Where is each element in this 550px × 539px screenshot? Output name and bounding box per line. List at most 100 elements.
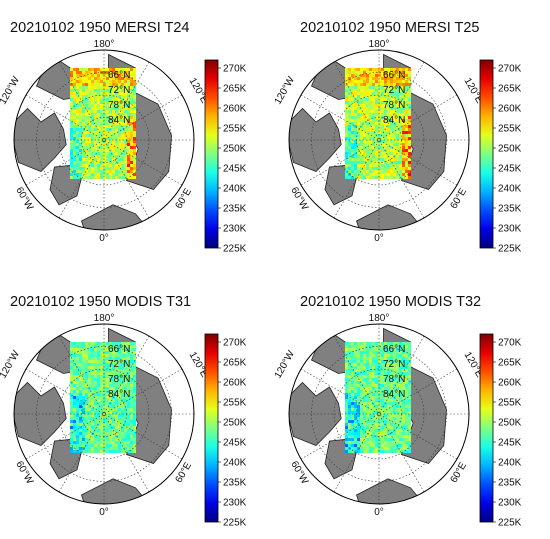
data-pixel bbox=[112, 426, 115, 429]
data-pixel bbox=[399, 158, 402, 161]
data-pixel bbox=[70, 354, 73, 357]
data-pixel bbox=[118, 363, 121, 366]
data-pixel bbox=[369, 146, 372, 149]
data-pixel bbox=[127, 357, 130, 360]
data-pixel bbox=[82, 369, 85, 372]
data-pixel bbox=[73, 176, 76, 179]
data-pixel bbox=[109, 98, 112, 101]
data-pixel bbox=[121, 83, 124, 86]
colorbar-tick-label: 230K bbox=[498, 224, 522, 235]
data-pixel bbox=[378, 438, 381, 441]
data-pixel bbox=[363, 342, 366, 345]
data-pixel bbox=[133, 149, 136, 152]
land-nAmerica bbox=[289, 381, 342, 446]
data-pixel bbox=[345, 423, 348, 426]
data-pixel bbox=[387, 89, 390, 92]
data-pixel bbox=[381, 152, 384, 155]
data-pixel bbox=[372, 369, 375, 372]
data-pixel bbox=[375, 80, 378, 83]
data-pixel bbox=[91, 71, 94, 74]
data-pixel bbox=[112, 447, 115, 450]
data-pixel bbox=[372, 158, 375, 161]
data-pixel bbox=[130, 80, 133, 83]
data-pixel bbox=[393, 354, 396, 357]
data-pixel bbox=[133, 95, 136, 98]
data-pixel bbox=[115, 131, 118, 134]
data-pixel bbox=[360, 345, 363, 348]
data-pixel bbox=[384, 405, 387, 408]
data-pixel bbox=[348, 369, 351, 372]
data-pixel bbox=[94, 131, 97, 134]
data-pixel bbox=[408, 173, 411, 176]
data-pixel bbox=[85, 357, 88, 360]
data-pixel bbox=[345, 146, 348, 149]
data-pixel bbox=[348, 92, 351, 95]
data-pixel bbox=[408, 167, 411, 170]
data-pixel bbox=[112, 89, 115, 92]
data-pixel bbox=[88, 396, 91, 399]
data-pixel bbox=[73, 369, 76, 372]
data-pixel bbox=[390, 161, 393, 164]
data-pixel bbox=[405, 351, 408, 354]
data-pixel bbox=[387, 360, 390, 363]
data-pixel bbox=[91, 152, 94, 155]
data-pixel bbox=[357, 444, 360, 447]
data-pixel bbox=[390, 435, 393, 438]
data-pixel bbox=[351, 80, 354, 83]
data-pixel bbox=[348, 342, 351, 345]
data-pixel bbox=[369, 357, 372, 360]
data-pixel bbox=[112, 152, 115, 155]
data-pixel bbox=[372, 83, 375, 86]
data-pixel bbox=[106, 113, 109, 116]
data-pixel bbox=[133, 381, 136, 384]
data-pixel bbox=[402, 354, 405, 357]
data-pixel bbox=[88, 134, 91, 137]
data-pixel bbox=[124, 378, 127, 381]
data-pixel bbox=[118, 128, 121, 131]
data-pixel bbox=[127, 423, 130, 426]
data-pixel bbox=[124, 399, 127, 402]
data-pixel bbox=[88, 432, 91, 435]
data-pixel bbox=[348, 149, 351, 152]
data-pixel bbox=[405, 164, 408, 167]
data-pixel bbox=[103, 441, 106, 444]
data-pixel bbox=[88, 381, 91, 384]
data-pixel bbox=[91, 98, 94, 101]
data-pixel bbox=[405, 372, 408, 375]
data-pixel bbox=[133, 396, 136, 399]
data-pixel bbox=[387, 119, 390, 122]
data-pixel bbox=[393, 417, 396, 420]
data-pixel bbox=[399, 116, 402, 119]
data-pixel bbox=[73, 128, 76, 131]
data-pixel bbox=[79, 420, 82, 423]
data-pixel bbox=[106, 417, 109, 420]
data-pixel bbox=[133, 342, 136, 345]
data-pixel bbox=[378, 92, 381, 95]
data-pixel bbox=[348, 357, 351, 360]
data-pixel bbox=[76, 173, 79, 176]
data-pixel bbox=[372, 134, 375, 137]
data-pixel bbox=[399, 354, 402, 357]
data-pixel bbox=[372, 414, 375, 417]
data-pixel bbox=[357, 101, 360, 104]
data-pixel bbox=[369, 164, 372, 167]
data-pixel bbox=[118, 351, 121, 354]
data-pixel bbox=[372, 408, 375, 411]
data-pixel bbox=[348, 402, 351, 405]
data-pixel bbox=[378, 345, 381, 348]
data-pixel bbox=[106, 384, 109, 387]
latitude-label: 66°N bbox=[108, 344, 130, 355]
data-pixel bbox=[82, 119, 85, 122]
data-pixel bbox=[133, 167, 136, 170]
data-pixel bbox=[70, 77, 73, 80]
data-pixel bbox=[106, 119, 109, 122]
data-pixel bbox=[393, 77, 396, 80]
data-pixel bbox=[375, 140, 378, 143]
data-pixel bbox=[91, 405, 94, 408]
data-pixel bbox=[127, 173, 130, 176]
data-pixel bbox=[133, 369, 136, 372]
data-pixel bbox=[408, 438, 411, 441]
data-pixel bbox=[360, 158, 363, 161]
data-pixel bbox=[345, 438, 348, 441]
data-pixel bbox=[399, 119, 402, 122]
